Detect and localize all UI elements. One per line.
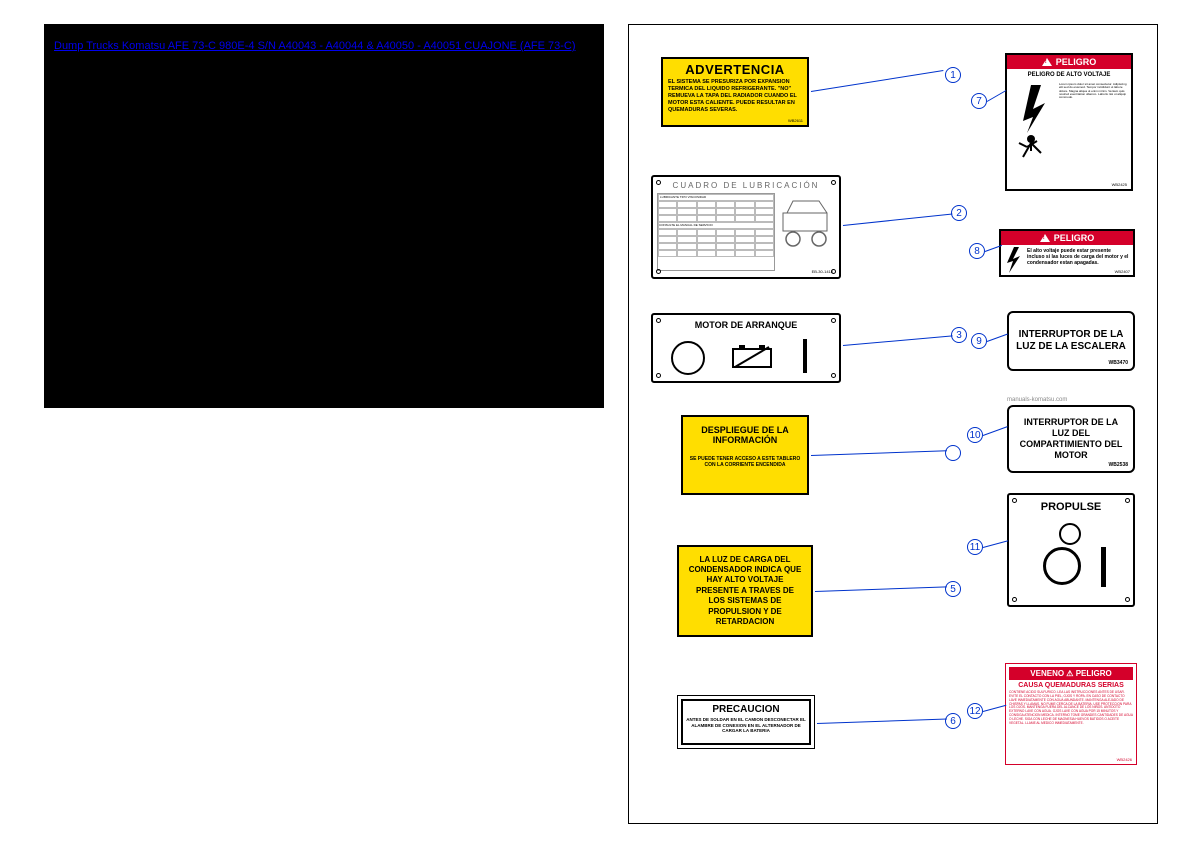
lead-4 bbox=[811, 450, 947, 456]
lead-9 bbox=[987, 334, 1008, 342]
lead-6 bbox=[817, 718, 947, 724]
callout-12: 12 bbox=[967, 703, 983, 719]
lead-1 bbox=[811, 70, 944, 92]
truck-icon bbox=[779, 193, 835, 271]
motor-title: MOTOR DE ARRANQUE bbox=[653, 320, 839, 330]
lead-11 bbox=[983, 540, 1008, 548]
luz-carga-body: LA LUZ DE CARGA DEL CONDENSADOR INDICA Q… bbox=[687, 555, 803, 628]
compartimiento-title: INTERRUPTOR DE LA LUZ DEL COMPARTIMIENTO… bbox=[1015, 417, 1127, 460]
lubrication-table: LUBRICANTE TIPO VISCOSIDAD CONSULTE EL M… bbox=[657, 193, 775, 271]
veneno-code: WB2426 bbox=[1117, 757, 1132, 762]
lead-2 bbox=[843, 214, 953, 226]
plate-compartimiento: INTERRUPTOR DE LA LUZ DEL COMPARTIMIENTO… bbox=[1007, 405, 1135, 473]
callout-11: 11 bbox=[967, 539, 983, 555]
diagram-panel: ADVERTENCIA EL SISTEMA SE PRESURIZA POR … bbox=[628, 24, 1158, 824]
plate-escalera: INTERRUPTOR DE LA LUZ DE LA ESCALERA WB3… bbox=[1007, 311, 1135, 371]
advertencia-code: WB2611 bbox=[788, 118, 803, 123]
callout-3: 3 bbox=[951, 327, 967, 343]
plate-advertencia: ADVERTENCIA EL SISTEMA SE PRESURIZA POR … bbox=[661, 57, 809, 127]
lead-3 bbox=[843, 335, 953, 346]
plate-lubricacion: CUADRO DE LUBRICACIÓN LUBRICANTE TIPO VI… bbox=[651, 175, 841, 279]
veneno-band: VENENO ⚠ PELIGRO bbox=[1009, 667, 1133, 680]
callout-5: 5 bbox=[945, 581, 961, 597]
advertencia-title: ADVERTENCIA bbox=[668, 62, 802, 77]
plate-despliegue: DESPLIEGUE DE LA INFORMACIÓN SE PUEDE TE… bbox=[681, 415, 809, 495]
watermark: manuals-komatsu.com bbox=[1007, 397, 1067, 403]
plate-peligro-voltaje: PELIGRO El alto voltaje puede estar pres… bbox=[999, 229, 1135, 277]
battery-icon bbox=[731, 341, 773, 371]
propulse-title: PROPULSE bbox=[1009, 501, 1133, 513]
callout-1: 1 bbox=[945, 67, 961, 83]
plate-peligro-alto: PELIGRO PELIGRO DE ALTO VOLTAJE Lorem ip… bbox=[1005, 53, 1133, 191]
veneno-filler: CONTIENE ACIDO SULFURICO. LEA LAS INSTRU… bbox=[1009, 691, 1133, 726]
callout-9: 9 bbox=[971, 333, 987, 349]
callout-2: 2 bbox=[951, 205, 967, 221]
peligro-alto-code: WB2425 bbox=[1112, 182, 1127, 187]
peligro-voltaje-band: PELIGRO bbox=[1001, 231, 1133, 245]
lead-10 bbox=[983, 426, 1008, 436]
lead-12 bbox=[983, 705, 1006, 712]
plate-propulse: PROPULSE bbox=[1007, 493, 1135, 607]
plate-precaucion: PRECAUCION ANTES DE SOLDAR EN EL CAMION … bbox=[677, 695, 815, 749]
lubricacion-title: CUADRO DE LUBRICACIÓN bbox=[657, 181, 835, 190]
callout-6: 6 bbox=[945, 713, 961, 729]
lubricacion-code: EB-30-1413 bbox=[812, 269, 833, 274]
advertencia-body: EL SISTEMA SE PRESURIZA POR EXPANSION TE… bbox=[668, 79, 802, 113]
callout-4 bbox=[945, 445, 961, 461]
lead-7 bbox=[987, 90, 1007, 102]
plate-motor-arranque: MOTOR DE ARRANQUE bbox=[651, 313, 841, 383]
catalog-link[interactable]: Dump Trucks Komatsu AFE 73-C 980E-4 S/N … bbox=[54, 40, 576, 52]
callout-7: 7 bbox=[971, 93, 987, 109]
callout-8: 8 bbox=[969, 243, 985, 259]
despliegue-title: DESPLIEGUE DE LA INFORMACIÓN bbox=[689, 425, 801, 446]
peligro-voltaje-code: WB2407 bbox=[1115, 269, 1130, 274]
lead-5 bbox=[815, 586, 947, 592]
despliegue-body: SE PUEDE TENER ACCESO A ESTE TABLERO CON… bbox=[689, 456, 801, 468]
bolt-icon bbox=[1001, 245, 1027, 275]
precaucion-body: ANTES DE SOLDAR EN EL CAMION DESCONECTAR… bbox=[686, 717, 806, 734]
peligro-alto-band: PELIGRO bbox=[1007, 55, 1131, 69]
escalera-code: WB3470 bbox=[1109, 360, 1128, 366]
plate-luz-carga: LA LUZ DE CARGA DEL CONDENSADOR INDICA Q… bbox=[677, 545, 813, 637]
plate-veneno: VENENO ⚠ PELIGRO CAUSA QUEMADURAS SERIAS… bbox=[1005, 663, 1137, 765]
peligro-alto-filler: Lorem ipsum dolor sit amet consectetur. … bbox=[1059, 83, 1127, 99]
peligro-alto-title: PELIGRO DE ALTO VOLTAJE bbox=[1007, 72, 1131, 78]
left-panel: Dump Trucks Komatsu AFE 73-C 980E-4 S/N … bbox=[44, 24, 604, 408]
compartimiento-code: WB2538 bbox=[1109, 462, 1128, 468]
escalera-title: INTERRUPTOR DE LA LUZ DE LA ESCALERA bbox=[1015, 329, 1127, 353]
precaucion-title: PRECAUCION bbox=[686, 704, 806, 715]
callout-10: 10 bbox=[967, 427, 983, 443]
shock-icon bbox=[1013, 83, 1059, 163]
veneno-title: CAUSA QUEMADURAS SERIAS bbox=[1009, 682, 1133, 689]
